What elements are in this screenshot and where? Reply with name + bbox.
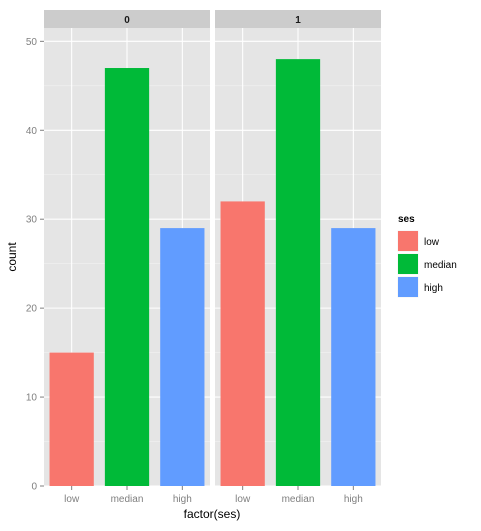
x-tick-label: low xyxy=(235,494,251,505)
facet-panels: 0 low median high 1 low median high xyxy=(44,10,381,505)
legend-label: low xyxy=(424,237,440,248)
bar-high xyxy=(160,228,205,486)
facet-strip-label: 1 xyxy=(295,15,301,26)
facet-strip-label: 0 xyxy=(124,15,130,26)
legend-label: high xyxy=(424,283,443,294)
legend-item-low: low xyxy=(396,229,440,253)
legend-title: ses xyxy=(398,214,415,225)
y-tick-label: 30 xyxy=(26,215,38,226)
x-axis-title: factor(ses) xyxy=(184,507,241,521)
y-tick-label: 50 xyxy=(26,37,38,48)
y-axis-title: count xyxy=(5,242,19,272)
facet-panel-1: 1 low median high xyxy=(215,10,381,505)
y-tick-label: 10 xyxy=(26,393,38,404)
x-tick-label: high xyxy=(344,494,363,505)
x-tick-label: median xyxy=(111,494,144,505)
legend-swatch xyxy=(398,277,418,297)
y-tick-label: 20 xyxy=(26,304,38,315)
legend: ses low median high xyxy=(396,214,457,299)
facet-panel-0: 0 low median high xyxy=(44,10,210,505)
legend-label: median xyxy=(424,260,457,271)
y-axis: 0 10 20 30 40 50 xyxy=(26,37,44,493)
legend-item-median: median xyxy=(396,252,457,276)
y-tick-label: 0 xyxy=(31,482,37,493)
x-tick-label: low xyxy=(64,494,80,505)
facet-strip xyxy=(215,10,381,28)
x-tick-label: median xyxy=(282,494,315,505)
bar-low xyxy=(49,352,94,486)
bar-low xyxy=(220,201,265,486)
facet-strip xyxy=(44,10,210,28)
bar-median xyxy=(104,68,150,487)
y-tick-label: 40 xyxy=(26,126,38,137)
legend-item-high: high xyxy=(396,275,443,299)
legend-swatch xyxy=(398,254,418,274)
bar-high xyxy=(331,228,376,486)
bar-median xyxy=(275,59,321,486)
legend-swatch xyxy=(398,231,418,251)
x-tick-label: high xyxy=(173,494,192,505)
